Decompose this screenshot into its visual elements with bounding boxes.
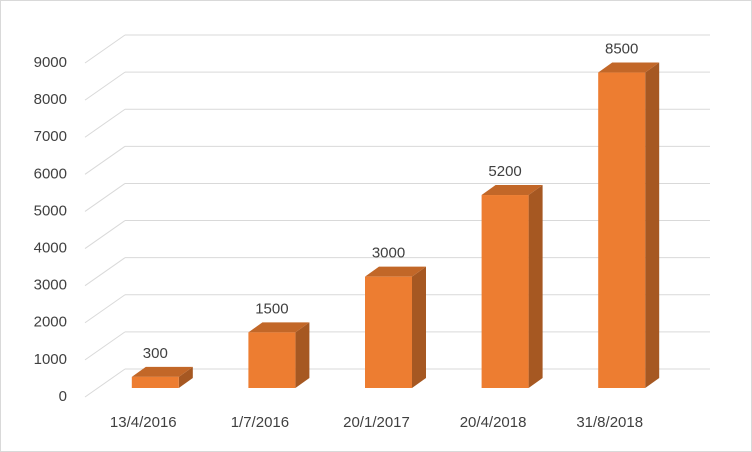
data-label: 3000 — [372, 245, 405, 262]
bar-side — [412, 266, 426, 388]
x-tick-label: 20/1/2017 — [343, 414, 410, 431]
y-tick-label: 1000 — [34, 351, 67, 368]
x-tick-label: 31/8/2018 — [576, 414, 643, 431]
grid-line-side — [84, 257, 126, 287]
data-label: 8500 — [605, 41, 638, 58]
y-tick-label: 9000 — [34, 54, 67, 71]
y-tick-label: 2000 — [34, 314, 67, 331]
y-tick-label: 5000 — [34, 202, 67, 219]
x-tick-label: 13/4/2016 — [110, 414, 177, 431]
y-tick-label: 0 — [59, 388, 67, 405]
grid-line-side — [84, 183, 126, 212]
bar-side — [528, 185, 543, 388]
bar-side — [178, 366, 193, 388]
data-label: 5200 — [488, 163, 521, 180]
y-tick-label: 3000 — [34, 277, 67, 294]
bar-top — [598, 62, 660, 73]
bar-side — [645, 62, 660, 389]
y-tick-label: 8000 — [34, 91, 67, 108]
bar — [131, 376, 179, 388]
grid-line-side — [84, 331, 126, 361]
bar-top — [481, 185, 543, 196]
bar — [598, 72, 646, 389]
bar — [481, 195, 529, 388]
bar-top — [248, 322, 310, 333]
bar — [365, 276, 412, 388]
x-tick-label: 1/7/2016 — [231, 414, 289, 431]
grid-line-side — [84, 220, 126, 249]
y-tick-label: 7000 — [34, 128, 67, 145]
bar-top — [131, 366, 193, 377]
y-tick-label: 6000 — [34, 165, 67, 182]
grid-line-side — [84, 71, 126, 101]
grid-line-side — [84, 145, 126, 175]
x-tick-label: 20/4/2018 — [460, 414, 527, 431]
bar-side — [295, 322, 310, 388]
grid-line-side — [84, 34, 126, 64]
y-tick-label: 4000 — [34, 240, 67, 257]
data-label: 300 — [143, 345, 168, 362]
bar-top — [365, 266, 426, 277]
grid-line-side — [84, 108, 126, 138]
data-label: 1500 — [255, 300, 288, 317]
grid-line-side — [84, 368, 126, 398]
grid-line-side — [84, 294, 126, 324]
bar — [248, 332, 296, 388]
